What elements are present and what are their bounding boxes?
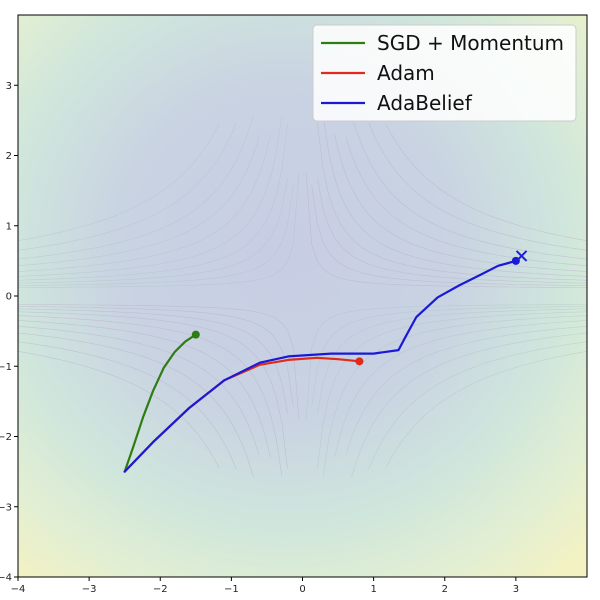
y-tick-label: −1 (0, 362, 12, 373)
legend-label-sgd-momentum: SGD + Momentum (377, 31, 564, 55)
y-tick-label: 1 (6, 221, 12, 232)
contour-line (18, 304, 300, 419)
contour-line (18, 184, 294, 286)
x-tick-label: 0 (299, 584, 305, 595)
contour-line (18, 134, 271, 272)
contour-line (334, 134, 587, 272)
contour-line (305, 304, 587, 419)
series-layer (123, 250, 528, 473)
contour-line (368, 341, 587, 470)
series-endpoint-adam (355, 357, 364, 366)
contour-lines (18, 115, 587, 477)
contour-line (18, 325, 260, 456)
target-x-marker (515, 250, 528, 262)
x-tick-label: 2 (442, 584, 448, 595)
contour-line (18, 122, 237, 251)
contour-line (368, 122, 587, 251)
contour-line (305, 173, 587, 288)
x-tick-label: −3 (82, 584, 97, 595)
contour-line (18, 320, 271, 458)
contour-line (18, 123, 220, 241)
y-tick-label: 0 (6, 292, 12, 303)
x-tick-label: −1 (224, 584, 239, 595)
series-endpoint-sgd-momentum (191, 330, 200, 339)
contour-line (18, 123, 288, 281)
contour-line (322, 115, 587, 277)
contour-line (385, 351, 587, 469)
contour-line (18, 115, 254, 260)
contour-line (18, 136, 260, 267)
series-line-sgd-momentum (123, 333, 197, 473)
y-tick-label: −2 (0, 432, 12, 443)
y-tick-label: 2 (6, 151, 12, 162)
contour-line (351, 332, 587, 477)
contour-line (317, 123, 587, 281)
contour-line (18, 173, 300, 288)
y-tick-label: −3 (0, 502, 12, 513)
contour-line (18, 306, 294, 408)
axis-ticks: −4 −3 −2 −1 0 1 2 3 −4 −3 −2 −1 0 1 2 3 (0, 81, 519, 595)
contour-line (317, 178, 587, 284)
y-tick-label: 3 (6, 81, 12, 92)
x-tick-label: 3 (513, 584, 519, 595)
contour-line (18, 341, 237, 470)
legend-label-adam: Adam (377, 61, 435, 85)
series-line-adabelief (123, 259, 517, 473)
contour-line (18, 308, 288, 414)
legend-box (312, 24, 577, 122)
contour-line (18, 115, 283, 277)
contour-line (345, 325, 587, 456)
contour-line (311, 306, 587, 408)
x-tick-label: −2 (153, 584, 168, 595)
contour-line (18, 315, 283, 477)
contour-line (317, 308, 587, 414)
y-tick-label: −4 (0, 573, 12, 584)
x-tick-label: −4 (11, 584, 26, 595)
contour-line (322, 315, 587, 477)
contour-line (18, 332, 254, 477)
contour-line (385, 123, 587, 241)
contour-line (334, 320, 587, 458)
contour-line (345, 136, 587, 267)
legend-label-adabelief: AdaBelief (377, 91, 473, 115)
contour-line (351, 115, 587, 260)
contour-line (311, 184, 587, 286)
x-tick-label: 1 (370, 584, 376, 595)
legend: SGD + Momentum Adam AdaBelief (312, 24, 577, 122)
contour-line (18, 311, 288, 469)
contour-line (18, 178, 288, 284)
contour-line (18, 351, 220, 469)
contour-line (317, 311, 587, 469)
